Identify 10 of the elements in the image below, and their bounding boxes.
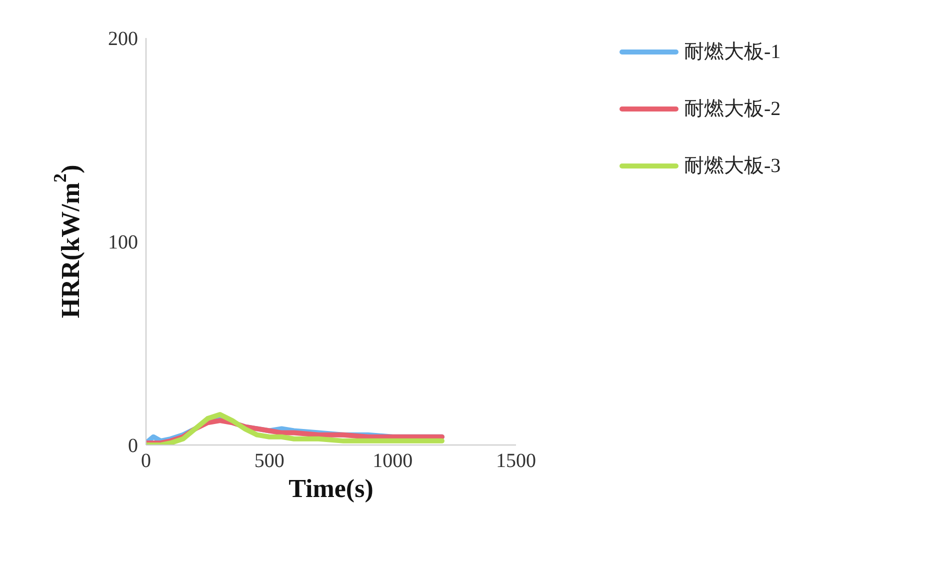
x-axis-title: Time(s) <box>288 474 374 503</box>
y-tick-label: 100 <box>108 232 138 254</box>
legend-label: 耐燃大板-3 <box>684 154 781 179</box>
legend-label: 耐燃大板-2 <box>684 97 781 122</box>
y-tick-label: 0 <box>128 435 138 458</box>
x-tick-label: 1000 <box>372 450 413 472</box>
legend-label: 耐燃大板-1 <box>684 40 781 65</box>
x-tick-label: 1500 <box>496 450 536 472</box>
x-tick-label: 500 <box>254 450 284 472</box>
y-tick-label: 200 <box>108 28 138 50</box>
